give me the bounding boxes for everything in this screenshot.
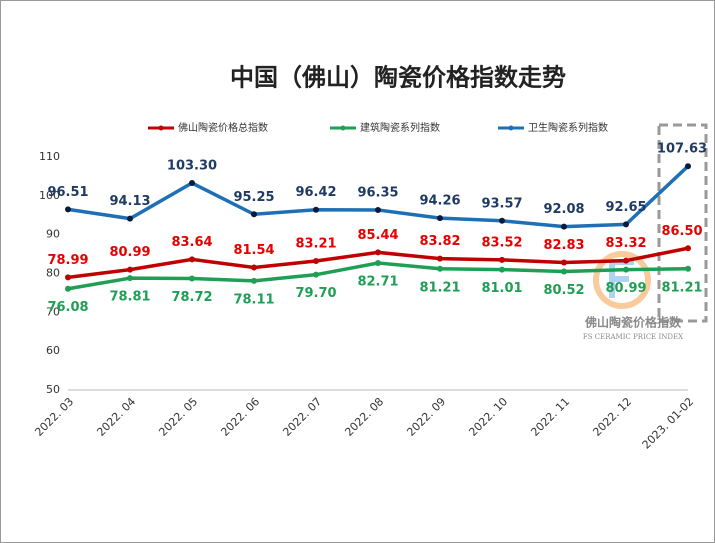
point [251, 211, 257, 218]
legend-label: 卫生陶瓷系列指数 [528, 121, 608, 134]
point [561, 268, 567, 275]
value-label: 92.65 [605, 200, 646, 215]
point [499, 266, 505, 273]
value-label: 81.21 [419, 280, 460, 295]
value-label: 92.08 [543, 202, 584, 217]
point [65, 206, 71, 213]
y-tick-label: 80 [46, 267, 60, 280]
value-label: 95.25 [233, 190, 274, 205]
watermark-title: 佛山陶瓷价格指数 [584, 315, 682, 330]
value-label: 83.32 [605, 236, 646, 251]
point [499, 217, 505, 224]
point [623, 257, 629, 264]
point [375, 249, 381, 256]
y-tick-label: 50 [46, 383, 60, 396]
value-label: 81.01 [481, 281, 522, 296]
point [65, 285, 71, 292]
point [127, 266, 133, 273]
watermark-subtitle: FS CERAMIC PRICE INDEX [583, 333, 683, 341]
value-label: 80.99 [109, 245, 150, 260]
value-label: 80.99 [605, 281, 646, 296]
value-label: 80.52 [543, 283, 584, 298]
value-label: 79.70 [295, 286, 336, 301]
value-label: 96.42 [295, 185, 336, 200]
value-label: 96.35 [357, 186, 398, 201]
value-label: 86.50 [661, 224, 702, 239]
value-label: 78.11 [233, 292, 274, 307]
point [251, 264, 257, 271]
y-tick-label: 70 [46, 305, 60, 318]
point [313, 271, 319, 278]
legend-marker [158, 125, 164, 131]
value-label: 93.57 [481, 196, 522, 211]
value-label: 78.99 [47, 253, 88, 268]
legend-marker [340, 125, 346, 131]
value-label: 85.44 [357, 228, 398, 243]
value-label: 81.21 [661, 280, 702, 295]
value-label: 83.82 [419, 234, 460, 249]
legend-label: 佛山陶瓷价格总指数 [178, 121, 268, 134]
y-tick-label: 110 [39, 150, 60, 163]
value-label: 94.26 [419, 194, 460, 209]
value-label: 78.81 [109, 290, 150, 305]
value-label: 96.51 [47, 185, 88, 200]
point [375, 259, 381, 266]
legend-marker [508, 125, 514, 131]
y-tick-label: 60 [46, 344, 60, 357]
point [189, 256, 195, 263]
value-label: 76.08 [47, 300, 88, 315]
point [437, 265, 443, 272]
point [685, 265, 691, 272]
point [313, 206, 319, 213]
value-label: 83.64 [171, 235, 212, 250]
point [437, 255, 443, 262]
point [189, 180, 195, 187]
point [685, 245, 691, 252]
highlight-box [657, 123, 708, 323]
value-label: 103.30 [167, 159, 217, 174]
point [437, 215, 443, 222]
value-label: 82.71 [357, 274, 398, 289]
value-label: 107.63 [657, 142, 707, 157]
point [313, 258, 319, 265]
point [375, 207, 381, 214]
point [561, 259, 567, 266]
value-label: 83.52 [481, 235, 522, 250]
point [561, 223, 567, 230]
point [251, 277, 257, 284]
legend-label: 建筑陶瓷系列指数 [360, 121, 440, 134]
value-label: 83.21 [295, 237, 336, 252]
point [685, 163, 691, 170]
y-tick-label: 90 [46, 228, 60, 241]
value-label: 78.72 [171, 290, 212, 305]
point [499, 256, 505, 263]
point [127, 215, 133, 222]
point [623, 266, 629, 273]
point [65, 274, 71, 281]
point [127, 275, 133, 282]
value-label: 94.13 [109, 194, 150, 209]
y-tick-label: 100 [39, 189, 60, 202]
chart-title: 中国（佛山）陶瓷价格指数走势 [230, 63, 566, 92]
point [623, 221, 629, 228]
value-label: 82.83 [543, 238, 584, 253]
point [189, 275, 195, 282]
value-label: 81.54 [233, 243, 274, 258]
